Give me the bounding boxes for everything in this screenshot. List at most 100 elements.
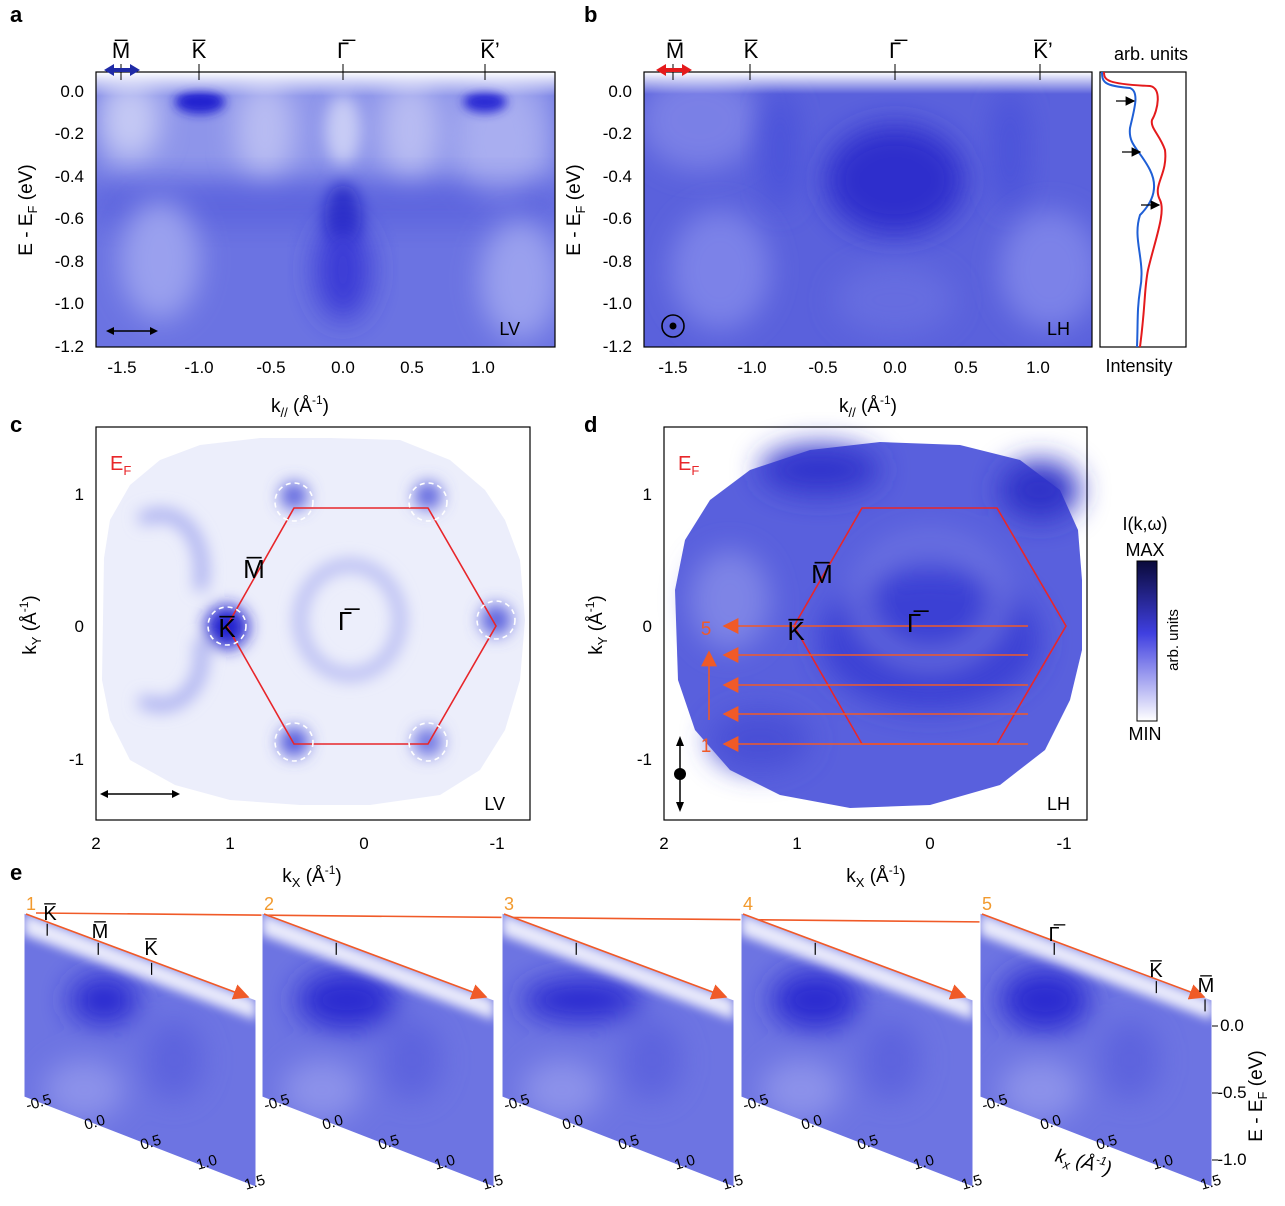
tick: 0.5 — [954, 358, 978, 377]
edc-top-label: arb. units — [1114, 44, 1188, 64]
tick: -0.5 — [262, 1091, 292, 1114]
panel-letter-b: b — [584, 2, 597, 27]
cut-slice: 5 -0.5 0.0 0.5 1.0 1.5 — [979, 894, 1223, 1194]
mode-label-lh: LH — [1047, 794, 1070, 814]
tick: 1.5 — [1198, 1172, 1223, 1194]
cut-number: 1 — [26, 894, 36, 914]
fermi-surface-map-c — [102, 438, 525, 805]
label-k-prime-bar: K̅’ — [1033, 38, 1053, 63]
tick: 1.0 — [432, 1152, 457, 1174]
tick: 1.5 — [242, 1172, 267, 1194]
colorbar-min: MIN — [1129, 724, 1162, 744]
panel-b-x-title: k// (Å-1) — [839, 393, 897, 420]
tick: -0.4 — [603, 167, 632, 186]
out-of-plane-polarization-icon — [661, 314, 685, 338]
panel-b-y-ticks: 0.0 -0.2 -0.4 -0.6 -0.8 -1.0 -1.2 — [603, 82, 632, 356]
cut-slice: 4 -0.5 0.0 0.5 1.0 1.5 — [740, 894, 984, 1194]
cut-direction-arrow — [263, 913, 488, 1000]
cut-number: 3 — [504, 894, 514, 914]
panel-a-spectrum — [96, 72, 555, 347]
edc-curve-red — [1103, 71, 1167, 348]
panel-b-y-title: E - EF (eV) — [564, 164, 588, 255]
tick: -1 — [69, 750, 84, 769]
tick: 0.0 — [331, 358, 355, 377]
tick: -0.2 — [603, 124, 632, 143]
tick: -1.5 — [658, 358, 687, 377]
label-k-bar: K̅ — [1149, 959, 1163, 982]
edc-panel: arb. units Intensity — [1099, 44, 1188, 376]
panel-b-spectrum — [644, 72, 1092, 347]
panel-e: e 1 -0.5 0.0 0.5 1.0 1.5 2 -0.5 0.0 0.5 1.0 1.5 3 -0.… — [10, 860, 1270, 1194]
tick: 2 — [659, 834, 668, 853]
cut-label-1: 1 — [701, 736, 712, 757]
tick: 0 — [75, 617, 84, 636]
panel-a-y-ticks: 0.0 -0.2 -0.4 -0.6 -0.8 -1.0 -1.2 — [55, 82, 84, 356]
tick: -1 — [489, 834, 504, 853]
panel-c-y-title: kY (Å-1) — [17, 595, 44, 654]
tick: 0.0 — [560, 1112, 585, 1134]
fermi-features-c — [137, 482, 512, 757]
cut-number: 5 — [982, 894, 992, 914]
tick: 0 — [925, 834, 934, 853]
panel-d-y-title: kY (Å-1) — [583, 595, 610, 654]
label-k-bar: K̅ — [144, 937, 158, 960]
panel-d-x-title: kX (Å-1) — [846, 863, 905, 890]
panel-letter-e: e — [10, 860, 22, 885]
colorbar-title: I(k,ω) — [1122, 514, 1167, 534]
tick: 1 — [75, 485, 84, 504]
tick: -1.2 — [55, 337, 84, 356]
edc-curve-blue — [1101, 71, 1156, 348]
tick: 1.0 — [672, 1152, 697, 1174]
tick: 0.0 — [60, 82, 84, 101]
tick: -0.5 — [24, 1091, 54, 1114]
cut-slices: 1 -0.5 0.0 0.5 1.0 1.5 2 -0.5 0.0 0.5 1.0 1.5 3 -0.5 0… — [23, 894, 1223, 1194]
panel-d-y-ticks: 1 0 -1 — [637, 485, 652, 769]
colorbar-gradient — [1136, 560, 1158, 722]
panel-c-y-ticks: 1 0 -1 — [69, 485, 84, 769]
point-m-label: M̅ — [243, 554, 265, 584]
tick: 1 — [225, 834, 234, 853]
cut-slice: 3 -0.5 0.0 0.5 1.0 1.5 — [501, 894, 745, 1194]
panel-d: d 5 1 EF M̅ K̅ Γ̅ LH — [583, 412, 1088, 890]
tick: 0.0 — [608, 82, 632, 101]
label-m-bar: M̅ — [92, 920, 109, 943]
label-m-bar: M̅ — [1198, 974, 1215, 997]
tick: 0.5 — [400, 358, 424, 377]
tick: 0.5 — [138, 1132, 163, 1154]
cut-direction-arrow — [742, 913, 967, 1000]
label-gamma-bar: Γ̅ — [337, 38, 356, 63]
tick: 1.5 — [959, 1172, 984, 1194]
point-k-label: K̅ — [787, 616, 805, 646]
label-gamma-bar: Γ̅ — [889, 38, 908, 63]
tick: -1.2 — [603, 337, 632, 356]
mode-label-lv: LV — [484, 794, 505, 814]
tick: 0.0 — [799, 1112, 824, 1134]
tick: -1 — [1056, 834, 1071, 853]
colorbar-max: MAX — [1125, 540, 1164, 560]
polarization-lv-icon — [100, 790, 180, 798]
label-k-bar: K̅ — [744, 38, 759, 63]
tick: 0.0 — [320, 1112, 345, 1134]
panel-c: c EF M̅ K̅ Γ̅ LV 2 1 — [10, 412, 531, 890]
tick: -1.0 — [1217, 1150, 1246, 1169]
panel-letter-a: a — [10, 2, 23, 27]
cut-direction-arrow — [25, 913, 250, 1000]
tick: 1.0 — [911, 1152, 936, 1174]
cut-number: 4 — [743, 894, 753, 914]
tick: 0 — [359, 834, 368, 853]
tick: 0 — [643, 617, 652, 636]
label-gamma-bar: Γ̅ — [1048, 923, 1065, 946]
tick: 0.0 — [82, 1112, 107, 1134]
tick: 0.5 — [1094, 1132, 1119, 1154]
tick: -0.5 — [502, 1091, 532, 1114]
tick: -1.5 — [107, 358, 136, 377]
tick: 1 — [643, 485, 652, 504]
tick: -1.0 — [603, 294, 632, 313]
tick: -0.5 — [980, 1091, 1010, 1114]
tick: 0.0 — [1220, 1016, 1244, 1035]
panel-a: a M̅ K̅ Γ̅ K̅’ — [10, 2, 556, 420]
cut-label-5: 5 — [701, 619, 712, 640]
cut-direction-arrow — [503, 913, 728, 1000]
colorbar: I(k,ω) MAX MIN arb. units — [1122, 514, 1182, 744]
